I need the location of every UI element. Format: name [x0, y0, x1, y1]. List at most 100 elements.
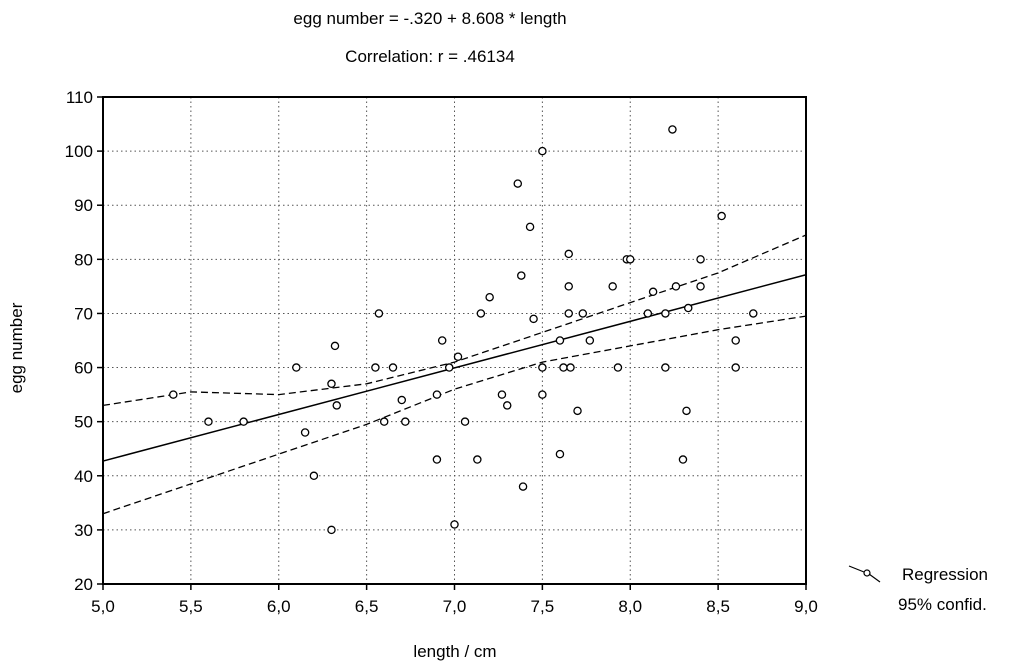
data-point [327, 379, 336, 389]
data-point [529, 314, 538, 324]
data-point [450, 520, 459, 529]
y-axis-label: egg number [7, 302, 26, 393]
data-point [682, 406, 691, 416]
data-point [485, 292, 494, 302]
confidence-lower [102, 315, 807, 515]
regression-line [102, 274, 807, 462]
data-point [476, 309, 486, 318]
data-point [327, 525, 336, 535]
y-tick-label: 110 [66, 88, 93, 107]
y-tick-label: 100 [65, 142, 93, 161]
confidence-band [102, 234, 807, 515]
data-point [371, 363, 380, 372]
data-point [564, 309, 573, 318]
data-point [578, 309, 588, 318]
data-point [379, 417, 389, 426]
data-point [555, 336, 565, 345]
data-point [566, 363, 575, 372]
x-axis-ticks: 5,0 5,5 6,0 6,5 7,0 7,5 8,0 8,5 9,0 [91, 584, 818, 616]
confidence-upper [102, 234, 807, 407]
y-tick-label: 40 [74, 467, 93, 486]
y-tick-label: 50 [74, 413, 93, 432]
data-point [401, 417, 410, 426]
data-point [388, 363, 398, 372]
data-point [696, 255, 705, 264]
data-point [473, 455, 482, 464]
data-point [518, 482, 528, 491]
data-point [626, 255, 635, 264]
x-tick-label: 6,5 [355, 597, 379, 616]
data-point [559, 363, 568, 372]
data-point [330, 341, 340, 351]
x-axis-label: length / cm [413, 642, 496, 661]
data-point [300, 428, 310, 437]
x-tick-label: 8,5 [706, 597, 730, 616]
data-point [204, 417, 213, 426]
legend-regression-symbol-tail [868, 573, 881, 583]
x-tick-label: 9,0 [794, 597, 818, 616]
y-tick-label: 90 [74, 196, 93, 215]
data-point [502, 401, 512, 410]
data-point [538, 363, 547, 372]
data-point [731, 336, 740, 345]
legend: Regression 95% confid. [848, 565, 988, 614]
y-tick-label: 80 [74, 250, 93, 269]
data-point [555, 449, 565, 459]
data-point [683, 303, 693, 313]
data-point [513, 179, 523, 188]
data-point [374, 309, 384, 318]
data-point [538, 146, 547, 156]
data-point [432, 455, 442, 464]
legend-entry-confidence: 95% confid. [898, 595, 987, 614]
data-point [661, 309, 670, 318]
y-tick-label: 30 [74, 521, 93, 540]
data-point [671, 282, 681, 291]
data-point [668, 125, 677, 134]
chart-title: egg number = -.320 + 8.608 * length [293, 9, 566, 28]
data-point [648, 287, 658, 297]
data-point [517, 271, 526, 280]
grid-lines [103, 97, 806, 584]
x-tick-label: 6,0 [267, 597, 291, 616]
x-tick-label: 5,0 [91, 597, 115, 616]
data-point [239, 417, 248, 426]
data-point [585, 336, 595, 345]
data-point [397, 395, 407, 405]
data-point [453, 352, 463, 361]
y-tick-label: 60 [74, 359, 93, 378]
x-tick-label: 8,0 [618, 597, 642, 616]
data-point [538, 390, 547, 399]
data-point [169, 390, 178, 399]
data-point [525, 222, 535, 232]
data-point [608, 282, 617, 291]
data-points [169, 125, 758, 535]
x-tick-label: 7,0 [443, 597, 467, 616]
data-point [749, 309, 758, 318]
x-tick-label: 5,5 [179, 597, 203, 616]
chart-subtitle: Correlation: r = .46134 [345, 47, 515, 66]
data-point [444, 363, 454, 372]
data-point [309, 471, 319, 481]
data-point [573, 406, 582, 416]
data-point [643, 309, 653, 318]
data-point [731, 363, 740, 372]
data-point [437, 336, 447, 345]
data-point [678, 455, 688, 464]
x-tick-label: 7,5 [531, 597, 555, 616]
legend-entry-regression: Regression [902, 565, 988, 584]
data-point [497, 390, 507, 399]
data-point [460, 417, 470, 426]
data-point [432, 390, 442, 399]
data-point [717, 211, 726, 221]
y-tick-label: 20 [74, 575, 93, 594]
data-point [564, 282, 573, 291]
data-point [564, 249, 573, 259]
data-point [332, 401, 341, 410]
legend-point-symbol [863, 569, 871, 577]
y-tick-label: 70 [74, 304, 93, 323]
data-point [292, 363, 301, 372]
data-point [696, 282, 705, 291]
data-point [613, 363, 623, 372]
y-axis-ticks: 20 30 40 50 60 70 80 90 100 110 [65, 88, 103, 594]
